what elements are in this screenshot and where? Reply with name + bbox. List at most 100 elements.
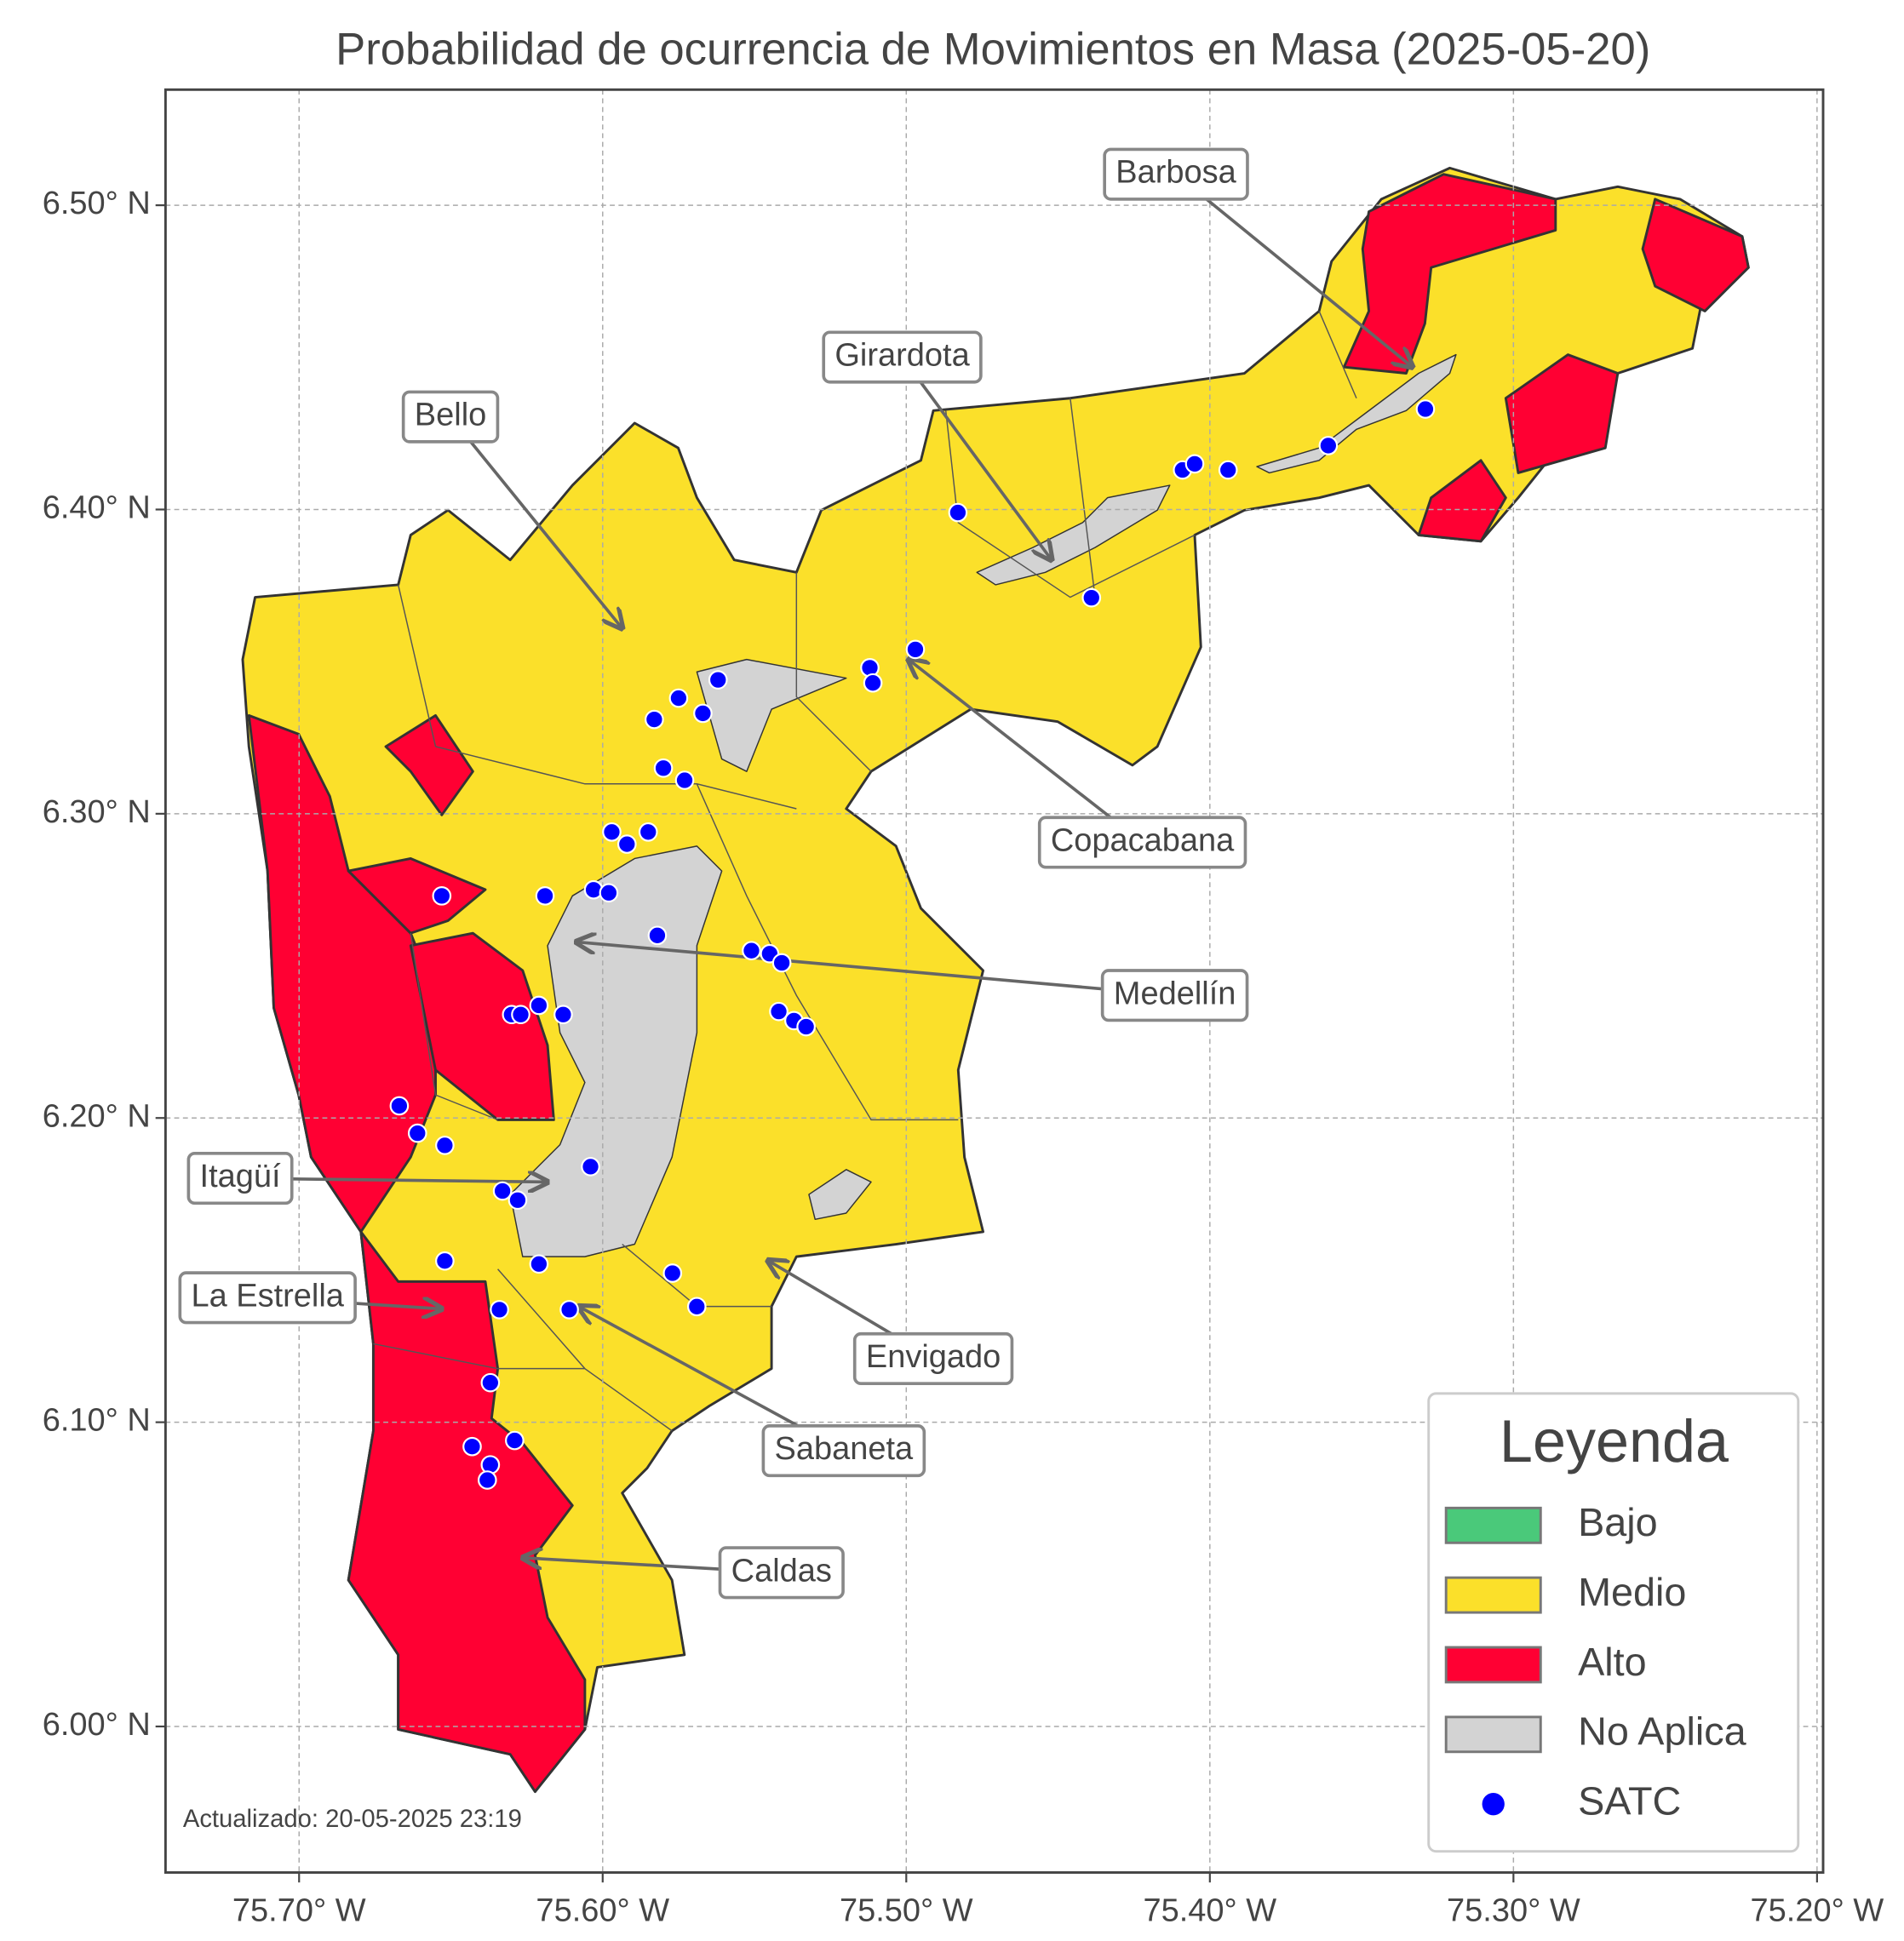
satc-point [1081,587,1102,608]
chart-title: Probabilidad de ocurrencia de Movimiento… [335,24,1650,74]
satc-point [708,670,728,690]
axes: 75.70° W 75.60° W 75.50° W 75.40° W 75.30° W… [43,186,1884,1928]
y-tick-label: 6.50° N [43,186,151,221]
x-tick-label: 75.50° W [840,1892,973,1928]
legend-label: Alto [1578,1640,1647,1684]
satc-point [647,925,668,946]
annotation-arrow [449,415,622,628]
y-tick-label: 6.10° N [43,1403,151,1439]
satc-point [769,1001,789,1022]
footnote: Actualizado: 20-05-2025 23:19 [183,1806,522,1833]
satc-point [553,1005,573,1025]
annotation-box [178,1271,357,1325]
satc-point [529,995,549,1016]
x-tick-label: 75.20° W [1751,1892,1884,1928]
legend-label: SATC [1578,1779,1681,1824]
legend-swatch [1444,1506,1542,1544]
annotation-arrow [901,356,1052,560]
satc-point [535,886,555,906]
annotation-label: La Estrella [191,1278,344,1314]
satc-point [905,639,926,660]
annotation-label: Medellín [1114,976,1236,1011]
legend-swatch [1444,1576,1542,1614]
region-alto [1342,173,1557,375]
y-tick-label: 6.30° N [43,794,151,830]
annotation-box [822,330,983,384]
satc-point [693,703,713,724]
satc-point [389,1096,410,1116]
satc-point [505,1430,525,1451]
satc-point [863,673,883,693]
x-tick-label: 75.70° W [232,1892,366,1928]
region-alto [1504,353,1620,474]
annotations: Barbosa Girardota Bello Copacabana Medellín I… [178,147,1413,1600]
region-alto [347,857,487,935]
satc-point [435,1136,455,1155]
satc-point [407,1123,427,1143]
legend-marker [1482,1793,1505,1816]
regions [241,166,1750,1794]
satc-point [674,770,695,790]
region-alto [1417,459,1507,543]
satc-point [490,1300,509,1320]
satc-point [559,1300,579,1320]
satc-point [477,1470,497,1490]
annotation-arrow [576,942,1175,998]
annotation-box [1100,969,1249,1022]
annotation-label: Bello [415,398,486,433]
satc-point [1184,454,1205,474]
annotation-arrow [1174,173,1413,368]
annotation-label: Girardota [834,338,970,374]
y-tick-label: 6.20° N [43,1098,151,1134]
satc-point [796,1016,816,1037]
region-alto [409,931,555,1121]
annotation-box [186,1152,294,1205]
annotation-label: Sabaneta [775,1431,915,1467]
x-tick-label: 75.40° W [1143,1892,1276,1928]
legend-label: Medio [1578,1570,1686,1614]
satc-point [462,1436,482,1457]
annotation-box [401,390,500,444]
y-tick-label: 6.00° N [43,1707,151,1743]
region-medio [241,166,1750,1794]
region-no-aplica [976,484,1171,586]
satc-point [1318,436,1339,455]
satc-point [638,822,658,842]
satc-point [1218,460,1238,480]
annotation-box [718,1546,845,1600]
y-tick-label: 6.40° N [43,490,151,526]
region-alto [384,713,474,816]
satc-point [435,1251,455,1271]
satc-point [508,1190,528,1211]
satc-point [581,1157,600,1177]
annotation-label: Itagüí [200,1159,281,1194]
satc-point [686,1297,707,1317]
satc-point [742,941,761,961]
x-tick-label: 75.30° W [1447,1892,1580,1928]
legend-label: No Aplica [1578,1709,1746,1754]
annotation-label: Caldas [731,1553,832,1589]
satc-point [602,822,622,842]
satc-point [668,688,689,708]
satc-point [662,1263,683,1283]
satc-points [389,399,1436,1490]
annotation-label: Barbosa [1115,155,1236,191]
region-no-aplica [808,1169,872,1221]
satc-point [617,834,637,854]
annotation-arrow [909,660,1144,844]
satc-point [432,886,452,906]
x-tick-label: 75.60° W [536,1892,669,1928]
legend-label: Bajo [1578,1500,1658,1544]
satc-point [511,1005,530,1025]
satc-point [948,502,968,523]
satc-point [529,1254,549,1274]
satc-point [599,883,619,903]
region-no-aplica [696,658,847,772]
annotation-label: Envigado [866,1339,1001,1375]
annotation-label: Copacabana [1051,823,1235,859]
legend-swatch [1444,1715,1542,1754]
satc-point [771,953,792,973]
annotation-box [852,1331,1014,1386]
legend: Leyenda Bajo Medio Alto No Aplica SATC [1427,1392,1800,1853]
